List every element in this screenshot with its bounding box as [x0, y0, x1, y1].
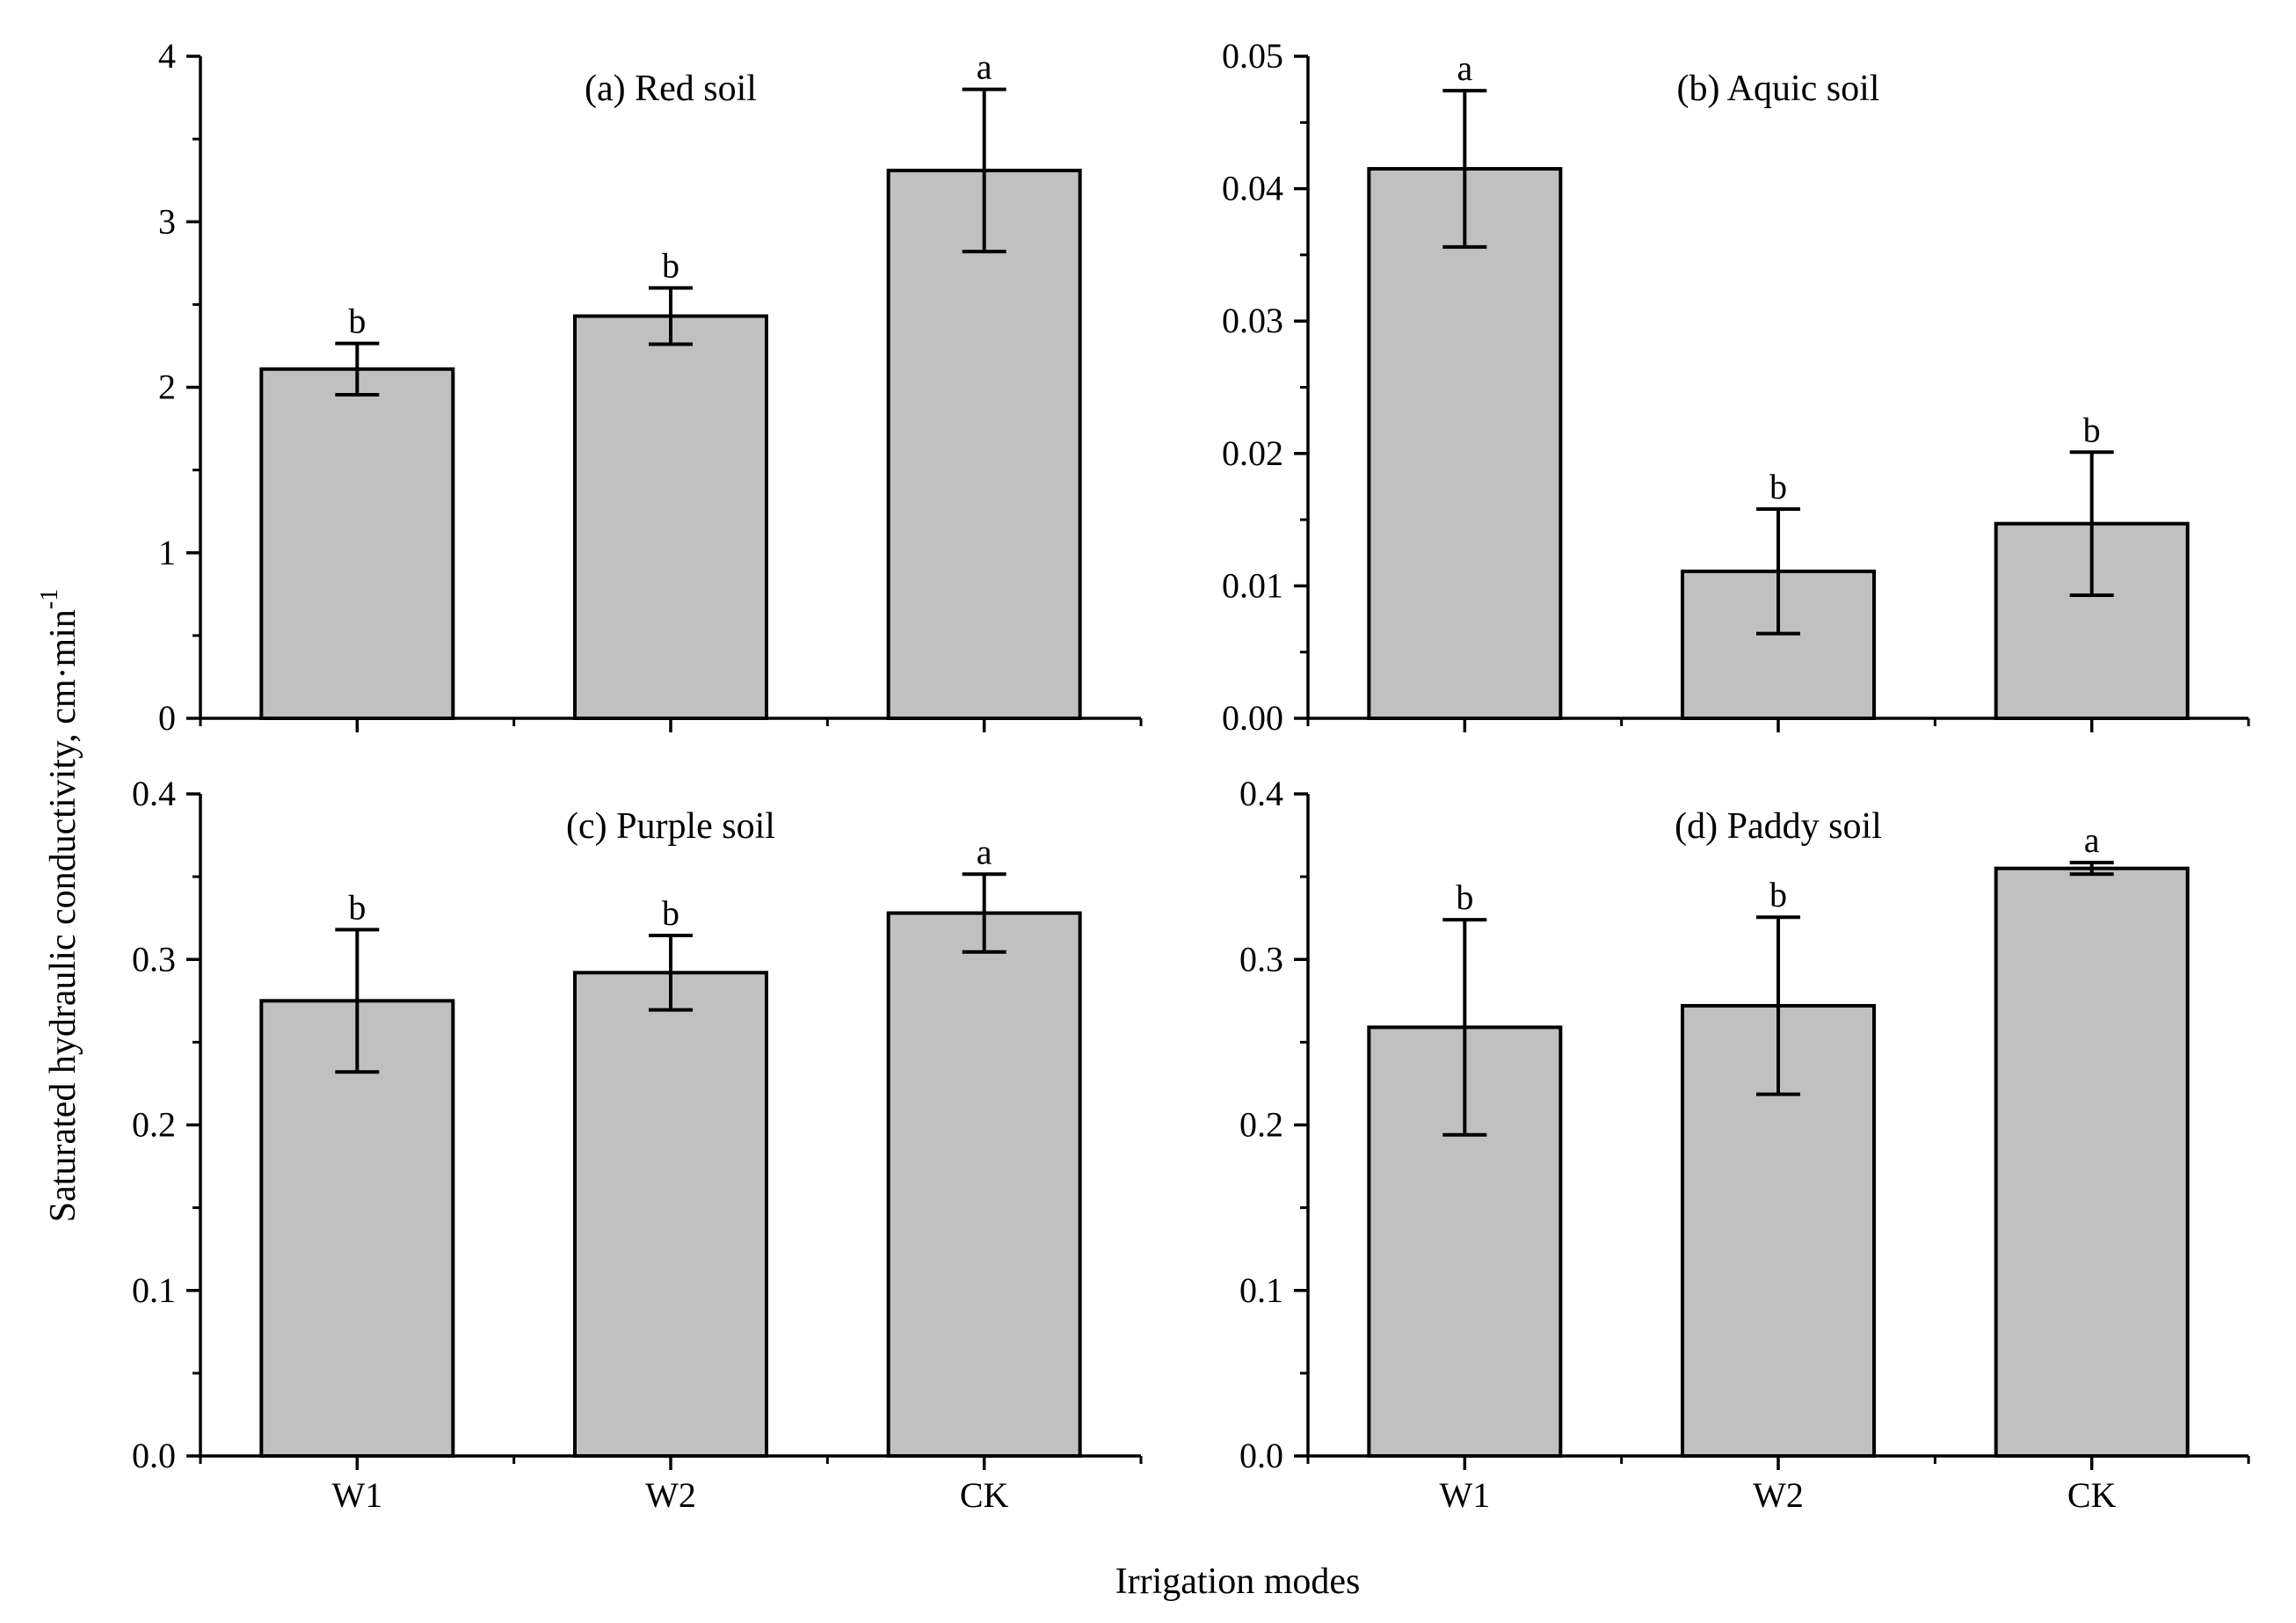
significance-letter-w2: b: [662, 246, 679, 286]
bar-w2: [573, 314, 768, 720]
x-tick-label-w1: W1: [331, 1475, 382, 1515]
bar-ck: [1994, 866, 2190, 1458]
bar-w2: [573, 971, 768, 1459]
significance-letter-ck: b: [2083, 410, 2101, 449]
y-tick-label: 0.1: [132, 1270, 176, 1310]
significance-letter-ck: a: [2084, 820, 2100, 860]
y-tick-label: 0.4: [1239, 774, 1283, 813]
error-bar-w1: [335, 928, 380, 1074]
y-tick-label: 0.3: [132, 939, 176, 979]
y-axis-title-text: Saturated hydraulic conductivity, cm·min: [43, 609, 84, 1222]
panel-3: b b a 0.0 0.1 0.2 0.3 0.4 W1 W2 CK (c) Purple soil: [132, 774, 1143, 1515]
x-axis-title: Irrigation modes: [1115, 1561, 1361, 1602]
bar-w1: [1367, 167, 1563, 720]
significance-letter-ck: a: [977, 47, 992, 87]
y-tick-label: 0.1: [1239, 1270, 1283, 1310]
y-tick-label: 4: [158, 36, 176, 76]
x-tick-label-w2: W2: [1753, 1475, 1804, 1515]
y-tick-label: 0.3: [1239, 939, 1283, 979]
bar-ck: [886, 168, 1082, 720]
error-bar-w1: [335, 341, 380, 397]
panel-2: a b b 0.00 0.01 0.02 0.03 0.04 0.05 (b) Aquic soi…: [1222, 36, 2250, 738]
error-bar-w2: [649, 933, 693, 1012]
significance-letter-w2: b: [1769, 467, 1787, 506]
significance-letter-w1: b: [348, 887, 366, 927]
significance-letter-w2: b: [1769, 875, 1787, 914]
error-bar-w1: [1442, 89, 1487, 249]
error-bar-w2: [1756, 507, 1800, 636]
x-tick-label-w1: W1: [1439, 1475, 1490, 1515]
error-bar-ck: [2069, 861, 2114, 877]
y-tick-label: 0.0: [1239, 1436, 1283, 1475]
panel-title: (b) Aquic soil: [1677, 69, 1880, 109]
panel-4: b b a 0.0 0.1 0.2 0.3 0.4 W1 W2 CK (d) Paddy soil: [1239, 774, 2250, 1515]
y-axis-title: Saturated hydraulic conductivity, cm·min…: [36, 589, 84, 1222]
error-bar-ck: [962, 872, 1006, 954]
panel-1: b b a 0 1 2 3 4 (a) Red soil: [158, 36, 1143, 738]
y-tick-label: 0: [158, 698, 176, 738]
error-bar-w2: [649, 286, 693, 346]
y-tick-label: 0.03: [1222, 301, 1283, 340]
bar-ck: [886, 911, 1082, 1459]
significance-letter-w2: b: [662, 893, 679, 933]
panel-title: (c) Purple soil: [566, 806, 775, 847]
error-bar-ck: [962, 87, 1006, 254]
x-tick-label-w2: W2: [645, 1475, 696, 1515]
error-bar-w2: [1756, 915, 1800, 1096]
significance-letter-w1: a: [1457, 48, 1472, 88]
y-tick-label: 3: [158, 201, 176, 241]
y-tick-label: 0.04: [1222, 169, 1283, 208]
panel-title: (a) Red soil: [585, 69, 757, 109]
y-tick-label: 0.2: [1239, 1105, 1283, 1145]
panels: b b a 0 1 2 3 4 (a) Red soil a b b 0.00 0.01 0.02 0.03 0…: [132, 36, 2250, 1515]
y-tick-label: 0.02: [1222, 433, 1283, 473]
y-tick-label: 1: [158, 533, 176, 572]
y-tick-label: 0.4: [132, 774, 176, 813]
y-tick-label: 0.00: [1222, 698, 1283, 738]
y-axis-title-superscript: -1: [36, 589, 63, 609]
x-tick-label-ck: CK: [2067, 1475, 2117, 1515]
y-tick-label: 0.05: [1222, 36, 1283, 76]
bar-w1: [259, 367, 455, 720]
bar-w1: [259, 999, 455, 1458]
significance-letter-w1: b: [1456, 877, 1473, 917]
y-tick-label: 2: [158, 368, 176, 407]
x-tick-label-ck: CK: [960, 1475, 1009, 1515]
significance-letter-ck: a: [977, 832, 992, 871]
error-bar-w1: [1442, 918, 1487, 1137]
y-tick-label: 0.0: [132, 1436, 176, 1475]
y-tick-label: 0.2: [132, 1105, 176, 1145]
significance-letter-w1: b: [348, 302, 366, 341]
panel-title: (d) Paddy soil: [1675, 806, 1882, 847]
error-bar-ck: [2069, 450, 2114, 597]
y-tick-label: 0.01: [1222, 565, 1283, 605]
